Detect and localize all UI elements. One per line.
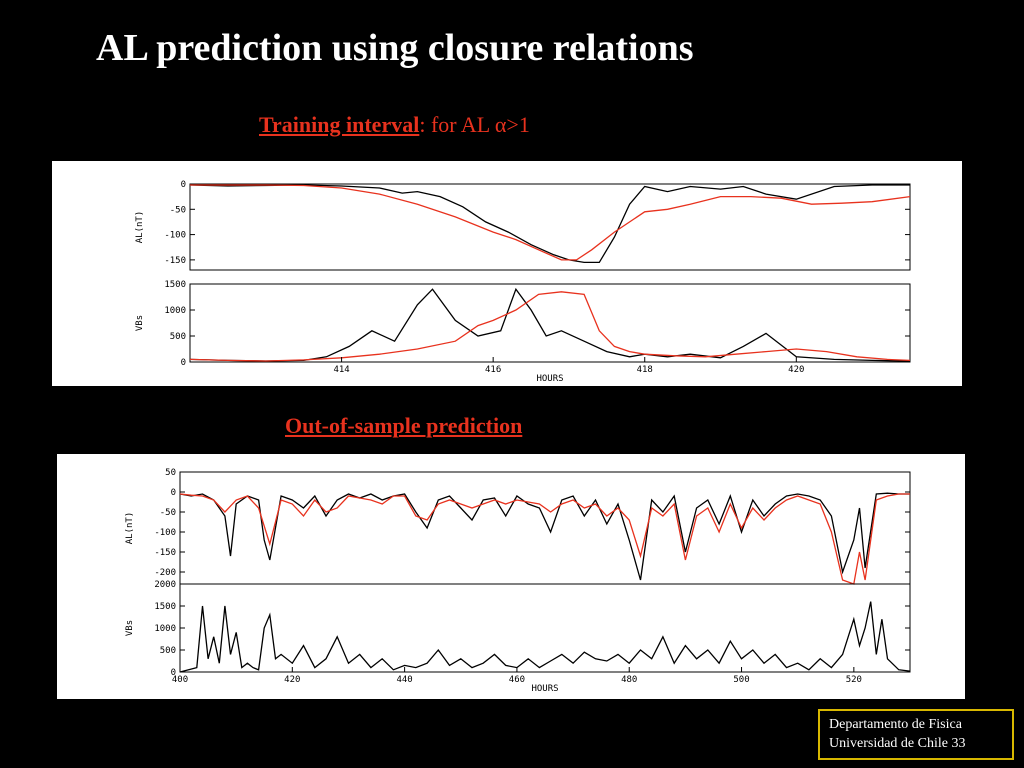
out-of-sample-panel2-ytick-label: 2000 xyxy=(154,580,176,590)
out-of-sample-panel1-ytick-label: -50 xyxy=(160,508,176,518)
out-of-sample-xtick-label: 520 xyxy=(846,675,862,685)
training-panel1-ytick-label: -50 xyxy=(170,205,186,215)
out-of-sample-chart: 50 0 -50 -100 -150 -200 AL(nT) 0 500 1000 1500 2000… xyxy=(57,454,965,699)
out-of-sample-panel1-ytick-label: -200 xyxy=(154,568,176,578)
out-of-sample-xtick-label: 480 xyxy=(621,675,637,685)
out-of-sample-xtick-label: 500 xyxy=(733,675,749,685)
out-of-sample-panel1-ytick-label: 0 xyxy=(171,488,176,498)
training-chart-svg: 0 -50 -100 -150 AL(nT) 0 500 1000 1500 VBs 414 416 4… xyxy=(135,180,911,384)
training-panel1-ytick-label: -150 xyxy=(164,256,186,266)
training-panel1-series-observed xyxy=(189,184,910,264)
training-xtick-label: 416 xyxy=(485,365,501,375)
training-interval-condition: : for AL α>1 xyxy=(419,112,530,137)
training-xtick-label: 414 xyxy=(333,365,349,375)
out-of-sample-xtick-label: 440 xyxy=(396,675,412,685)
out-of-sample-panel1-series-predicted xyxy=(179,493,910,585)
out-of-sample-xtick-label: 400 xyxy=(172,675,188,685)
out-of-sample-xtick-label: 460 xyxy=(509,675,525,685)
training-panel2-ytick-label: 0 xyxy=(181,358,186,368)
training-panel1-ylabel: AL(nT) xyxy=(135,211,145,244)
out-of-sample-panel1-ytick-label: -100 xyxy=(154,528,176,538)
training-panel2-ylabel: VBs xyxy=(135,315,145,331)
out-of-sample-panel1-series-observed xyxy=(179,492,910,581)
training-xlabel: HOURS xyxy=(536,374,563,384)
training-panel2-ytick-label: 500 xyxy=(170,332,186,342)
out-of-sample-panel2-frame xyxy=(179,583,911,673)
out-of-sample-panel1-ytick-label: 50 xyxy=(165,468,176,478)
training-interval-label: Training interval xyxy=(259,112,420,137)
out-of-sample-panel2-ytick-label: 1000 xyxy=(154,624,176,634)
slide-title: AL prediction using closure relations xyxy=(96,27,694,69)
out-of-sample-xlabel: HOURS xyxy=(531,684,558,694)
training-xtick-label: 420 xyxy=(788,365,804,375)
footer-department: Departamento de Fisica xyxy=(829,717,962,732)
out-of-sample-panel2-series-observed xyxy=(179,601,911,673)
out-of-sample-panel1-ytick-label: -150 xyxy=(154,548,176,558)
training-panel2-frame xyxy=(189,283,911,363)
out-of-sample-panel2-ylabel: VBs xyxy=(125,620,135,636)
footer-box: Departamento de Fisica Universidad de Ch… xyxy=(818,709,1014,760)
training-panel2-ytick-label: 1500 xyxy=(164,280,186,290)
training-panel1-series-predicted xyxy=(190,184,911,261)
out-of-sample-panel2-ytick-label: 1500 xyxy=(154,602,176,612)
training-xtick-label: 418 xyxy=(637,365,653,375)
training-panel1-ytick-label: -100 xyxy=(164,231,186,241)
out-of-sample-chart-svg: 500-50-100-150-200AL(nT)0500100015002000… xyxy=(125,468,911,694)
out-of-sample-panel2-ytick-label: 0 xyxy=(171,668,176,678)
out-of-sample-panel1-ylabel: AL(nT) xyxy=(125,512,135,545)
footer-university-page: Universidad de Chile 33 xyxy=(829,736,966,751)
training-panel2-ytick-label: 1000 xyxy=(164,306,186,316)
out-of-sample-panel1-frame xyxy=(179,471,911,585)
training-panel2-series-predicted xyxy=(189,291,911,362)
out-of-sample-panel2-ytick-label: 500 xyxy=(160,646,176,656)
training-panel2-series-observed xyxy=(189,287,911,362)
training-panel1-frame xyxy=(189,183,911,271)
training-interval-chart: 0 -50 -100 -150 AL(nT) 0 500 1000 1500 VBs 414 416 4… xyxy=(52,161,962,386)
training-panel1-ytick-label: 0 xyxy=(181,180,186,190)
out-of-sample-xtick-label: 420 xyxy=(284,675,300,685)
out-of-sample-caption: Out-of-sample prediction xyxy=(285,413,523,438)
training-interval-caption: Training interval: for AL α>1 xyxy=(259,112,530,138)
